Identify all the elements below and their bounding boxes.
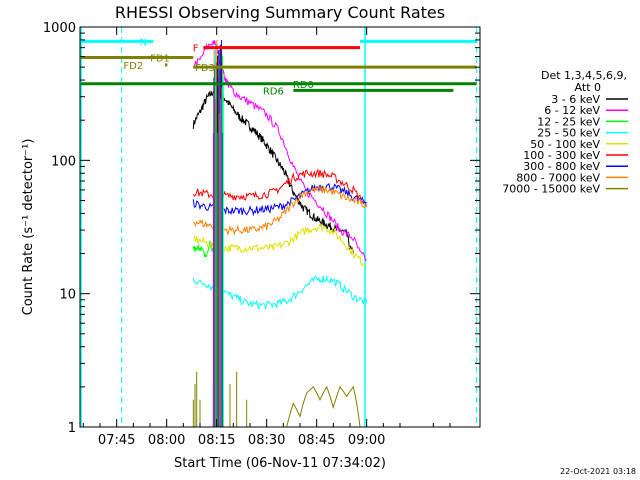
legend-label-7: 800 - 7000 keV [516,171,600,184]
mode-label-f: F [193,44,199,55]
legend-header-line-2: Att 0 [575,81,601,94]
x-tick-label-2: 08:15 [198,433,235,448]
y-tick-label-3: 1000 [43,21,76,36]
legend-label-4: 50 - 100 keV [530,138,600,151]
y-tick-label-0: 1 [68,421,76,436]
x-axis-label: Start Time (06-Nov-11 07:34:02) [174,456,386,471]
series-line-2 [192,239,217,258]
legend-header-line-1: Det 1,3,4,5,6,9, [541,69,627,82]
x-tick-label-0: 07:45 [98,433,135,448]
axis-layer: 07:45 08:00 08:15 08:30 08:45 09:00 1 10 100 1000 [43,21,480,448]
chart-title: RHESSI Observing Summary Count Rates [115,3,445,22]
x-tick-label-5: 09:00 [348,433,385,448]
x-tick-label-1: 08:00 [148,433,185,448]
mode-label-rd0: RD0 [293,80,314,91]
y-tick-label-2: 100 [51,154,76,169]
x-tick-label-3: 08:30 [248,433,285,448]
data-layer: N F FD1 FD2 FD3 RD0 RD6 [80,27,478,428]
legend-label-3: 25 - 50 keV [537,127,600,140]
mode-label-fd3: FD3 [195,63,215,74]
legend-label-2: 12 - 25 keV [537,115,600,128]
plot-frame [79,26,481,428]
legend-label-6: 300 - 800 keV [523,160,600,173]
flare-spike-region [212,39,224,427]
mode-label-rd6: RD6 [263,86,284,97]
timestamp: 22-Oct-2021 03:18 [560,467,636,476]
mode-label-n: N [140,37,147,48]
y-tick-label-1: 10 [59,288,76,303]
legend-label-0: 3 - 6 keV [551,93,600,106]
legend-label-5: 100 - 300 keV [523,149,600,162]
legend-label-8: 7000 - 15000 keV [502,183,600,196]
y-axis-label: Count Rate (s⁻¹ detector⁻¹) [21,139,36,316]
x-tick-label-4: 08:45 [298,433,335,448]
mode-label-fd1: FD1 [150,54,170,65]
series-2 [192,239,217,258]
legend-label-1: 6 - 12 keV [544,104,600,117]
mode-label-fd2: FD2 [123,61,143,72]
